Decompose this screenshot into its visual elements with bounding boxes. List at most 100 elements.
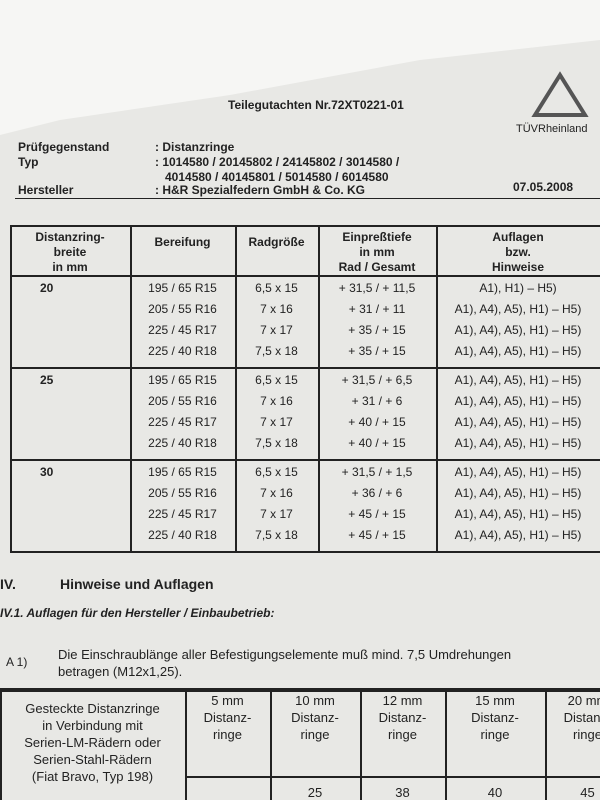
bottom-header: Distanz- <box>291 710 339 725</box>
cell: + 40 / + 15 <box>348 415 406 429</box>
ring-width: 25 <box>40 373 54 387</box>
column-header: Hinweise <box>491 260 545 274</box>
cell: 7 x 17 <box>260 323 293 337</box>
cell: A1), A4), A5), H1) – H5) <box>454 507 582 521</box>
cell: 225 / 45 R17 <box>148 415 217 429</box>
bottom-header: Serien-LM-Rädern oder <box>24 735 161 750</box>
cell: 7,5 x 18 <box>255 344 298 358</box>
field-value: : Distanzringe <box>155 140 235 154</box>
field-label: Typ <box>18 155 39 169</box>
cell: 6,5 x 15 <box>255 465 298 479</box>
bottom-header: 12 mm <box>382 693 423 708</box>
doc-title: Teilegutachten Nr.72XT0221-01 <box>228 98 404 112</box>
cell: 205 / 55 R16 <box>148 394 217 408</box>
item-text: betragen (M12x1,25). <box>58 664 183 679</box>
column-header: Rad / Gesamt <box>338 260 416 274</box>
cell: A1), A4), A5), H1) – H5) <box>454 528 582 542</box>
bottom-header: ringe <box>573 727 600 742</box>
rule <box>10 225 12 551</box>
rule <box>10 225 600 227</box>
rule <box>270 690 272 800</box>
logo-triangle <box>531 71 589 117</box>
bottom-header: Distanz- <box>563 710 600 725</box>
cell: + 40 / + 15 <box>348 436 406 450</box>
cell: + 36 / + 6 <box>351 486 403 500</box>
cell: A1), H1) – H5) <box>479 281 557 295</box>
rule <box>10 459 600 461</box>
cell: A1), A4), A5), H1) – H5) <box>454 415 582 429</box>
item-label: A 1) <box>6 655 28 669</box>
field-label: Hersteller <box>18 183 74 197</box>
cell: + 45 / + 15 <box>348 528 406 542</box>
rule <box>0 690 2 800</box>
column-header: in mm <box>359 245 395 259</box>
cell: 6,5 x 15 <box>255 281 298 295</box>
field-value: 4014580 / 40145801 / 5014580 / 6014580 <box>165 170 389 184</box>
cell: 225 / 45 R17 <box>148 323 217 337</box>
rule <box>185 776 600 778</box>
bottom-value: 40 <box>487 785 503 800</box>
cell: 7 x 17 <box>260 415 293 429</box>
cell: 205 / 55 R16 <box>148 302 217 316</box>
cell: 7,5 x 18 <box>255 528 298 542</box>
cell: A1), A4), A5), H1) – H5) <box>454 323 582 337</box>
item-text: Die Einschraublänge aller Befestigungsel… <box>58 647 512 662</box>
bottom-header: 15 mm <box>475 693 515 708</box>
bottom-header: Distanz- <box>378 710 427 725</box>
bottom-header: ringe <box>300 727 330 742</box>
field-value: : 1014580 / 20145802 / 24145802 / 301458… <box>155 155 400 169</box>
field-value: : H&R Spezialfedern GmbH & Co. KG <box>155 183 366 197</box>
cell: 7,5 x 18 <box>255 436 298 450</box>
cell: 7 x 17 <box>260 507 293 521</box>
logo-text: TÜVRheinland <box>516 123 588 135</box>
cell: 195 / 65 R15 <box>148 281 217 295</box>
ring-width: 30 <box>40 465 54 479</box>
cell: A1), A4), A5), H1) – H5) <box>454 486 582 500</box>
bottom-value: 25 <box>307 785 323 800</box>
bottom-header: ringe <box>213 727 242 742</box>
bottom-header: 5 mm <box>211 693 244 708</box>
rule <box>0 688 600 690</box>
rule <box>10 551 600 553</box>
column-header: in mm <box>52 260 88 274</box>
column-header: Radgröße <box>248 235 305 249</box>
bottom-value: 45 <box>580 785 595 800</box>
bottom-value: 38 <box>395 785 410 800</box>
bottom-header: Distanz- <box>203 710 252 725</box>
cell: 225 / 40 R18 <box>148 344 217 358</box>
ring-width: 20 <box>40 281 54 295</box>
cell: 195 / 65 R15 <box>148 465 217 479</box>
date: 07.05.2008 <box>513 180 574 194</box>
cell: A1), A4), A5), H1) – H5) <box>454 465 582 479</box>
column-header: Distanzring- <box>35 230 105 244</box>
rule <box>436 225 438 551</box>
column-header: bzw. <box>505 245 531 259</box>
bottom-header: Gesteckte Distanzringe <box>25 701 160 716</box>
field-label: Prüfgegenstand <box>18 140 110 154</box>
bottom-header: ringe <box>480 727 510 742</box>
cell: A1), A4), A5), H1) – H5) <box>454 344 582 358</box>
cell: 195 / 65 R15 <box>148 373 217 387</box>
cell: + 45 / + 15 <box>348 507 406 521</box>
column-header: Bereifung <box>154 235 211 249</box>
bottom-header: Serien-Stahl-Rädern <box>33 752 152 767</box>
cell: + 31,5 / + 11,5 <box>338 281 416 295</box>
cell: 7 x 16 <box>260 394 293 408</box>
rule <box>318 225 320 551</box>
bottom-header: in Verbindung mit <box>42 718 143 733</box>
bottom-header: Distanz- <box>471 710 519 725</box>
cell: + 31,5 / + 1,5 <box>341 465 413 479</box>
cell: A1), A4), A5), H1) – H5) <box>454 436 582 450</box>
rule <box>235 225 237 551</box>
bottom-header: (Fiat Bravo, Typ 198) <box>31 769 154 784</box>
cell: A1), A4), A5), H1) – H5) <box>454 373 582 387</box>
rule <box>360 690 362 800</box>
cell: 6,5 x 15 <box>255 373 298 387</box>
section-number: IV. <box>0 576 16 592</box>
column-header: Einpreßtiefe <box>342 230 412 244</box>
section-subtitle: IV.1. Auflagen für den Hersteller / Einb… <box>0 606 275 620</box>
rule <box>545 690 547 800</box>
overlay-paper <box>0 0 600 135</box>
